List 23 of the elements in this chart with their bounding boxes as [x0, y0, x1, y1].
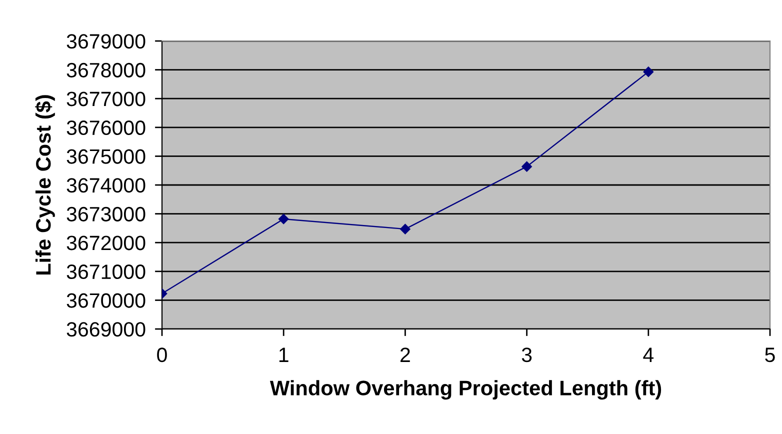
- x-tick-label: 1: [279, 348, 288, 362]
- y-tick-label: 3678000: [66, 62, 146, 78]
- x-axis-title: Window Overhang Projected Length (ft): [270, 380, 662, 400]
- x-tick-label: 3: [522, 348, 532, 362]
- y-tick-label: 3673000: [66, 206, 146, 222]
- y-tick-label: 3676000: [66, 120, 146, 136]
- y-tick-label: 3674000: [66, 178, 146, 193]
- x-tick-label: 2: [400, 348, 410, 362]
- y-tick-label: 3679000: [66, 34, 146, 49]
- point: [522, 161, 532, 172]
- point: [400, 224, 410, 234]
- y-tick-label: 3669000: [66, 322, 146, 337]
- point: [278, 214, 289, 224]
- x-tick-label: 4: [643, 348, 654, 362]
- y-tick-label: 3671000: [66, 264, 146, 280]
- y-tick-label: 3670000: [66, 293, 146, 308]
- y-tick-label: 3672000: [66, 236, 146, 250]
- point: [643, 66, 654, 77]
- y-tick-label: 3675000: [66, 149, 146, 164]
- x-tick-label: 5: [765, 348, 775, 362]
- x-tick-label: 0: [157, 348, 167, 362]
- y-axis-title: Life Cycle Cost ($): [35, 95, 55, 274]
- y-tick-label: 3677000: [66, 92, 146, 106]
